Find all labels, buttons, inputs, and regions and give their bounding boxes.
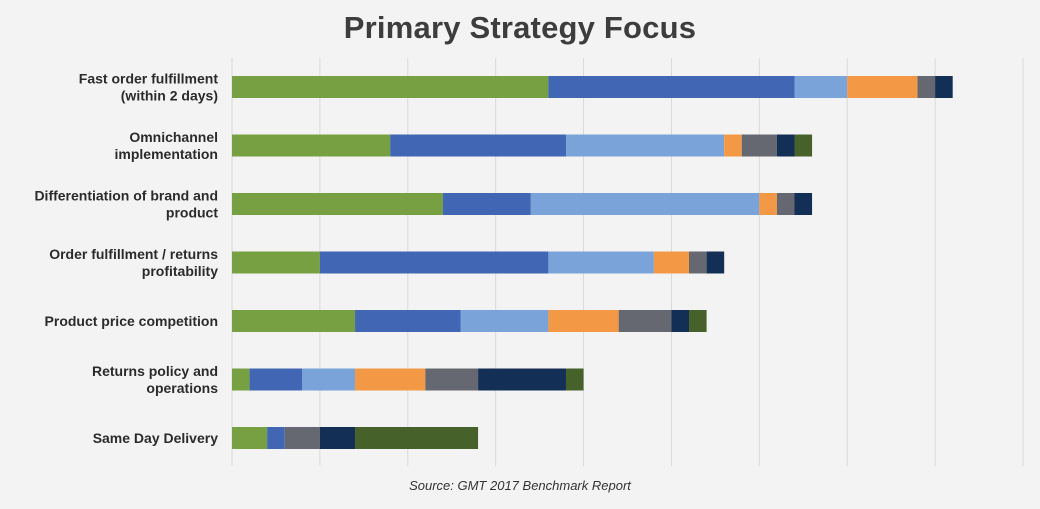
category-label: Product price competition — [45, 313, 218, 329]
bar-segment — [267, 427, 285, 449]
bar-segment — [249, 368, 303, 391]
bar-segment — [232, 427, 268, 449]
bar-segment — [794, 76, 848, 98]
bar-segment — [794, 134, 813, 157]
bar-segment — [355, 310, 461, 332]
bar-segment — [319, 427, 356, 449]
bar-segment — [689, 251, 707, 274]
category-labels: Fast order fulfillment (within 2 days) Omn… — [34, 71, 218, 447]
bar-segment — [284, 427, 320, 449]
bar-segment — [442, 193, 531, 215]
bar-segment — [548, 310, 619, 332]
category-label: Differentiation of brand and product — [34, 188, 218, 221]
category-label: Returns policy and operations — [92, 363, 218, 396]
bar-segment — [847, 76, 918, 98]
bar-segment — [232, 310, 356, 332]
bar-segment — [618, 310, 672, 332]
bar-segment — [776, 193, 795, 215]
bar-segment — [741, 134, 777, 157]
category-label: Same Day Delivery — [93, 430, 219, 446]
bar-segment — [425, 368, 479, 391]
bar-segment — [794, 193, 813, 215]
bar-segment — [232, 251, 320, 274]
bar-segment — [671, 310, 690, 332]
bar-segment — [935, 76, 953, 98]
bar-segment — [917, 76, 936, 98]
category-label: Order fulfillment / returns profitability — [49, 246, 218, 279]
bar-segment — [530, 193, 760, 215]
bar-segment — [724, 134, 742, 157]
bar-segment — [565, 368, 584, 391]
bar-segment — [706, 251, 725, 274]
category-label: Fast order fulfillment (within 2 days) — [79, 71, 219, 104]
bar-segment — [232, 76, 549, 98]
bar-segment — [232, 134, 391, 157]
bar-segment — [548, 251, 654, 274]
bar-segment — [355, 368, 426, 391]
bar-segment — [302, 368, 356, 391]
bar-segment — [460, 310, 549, 332]
bar-segment — [759, 193, 777, 215]
bar-segment — [565, 134, 725, 157]
bar-segment — [653, 251, 690, 274]
bar-segment — [478, 368, 566, 391]
chart-source: Source: GMT 2017 Benchmark Report — [409, 478, 631, 493]
bar-segment — [689, 310, 707, 332]
chart-title: Primary Strategy Focus — [343, 10, 697, 45]
bars — [232, 76, 953, 449]
bar-segment — [232, 193, 443, 215]
category-label: Omnichannel implementation — [115, 129, 218, 162]
bar-segment — [776, 134, 795, 157]
bar-segment — [232, 368, 250, 391]
bar-segment — [319, 251, 549, 274]
bar-segment — [548, 76, 795, 98]
bar-segment — [355, 427, 479, 449]
bar-segment — [390, 134, 566, 157]
